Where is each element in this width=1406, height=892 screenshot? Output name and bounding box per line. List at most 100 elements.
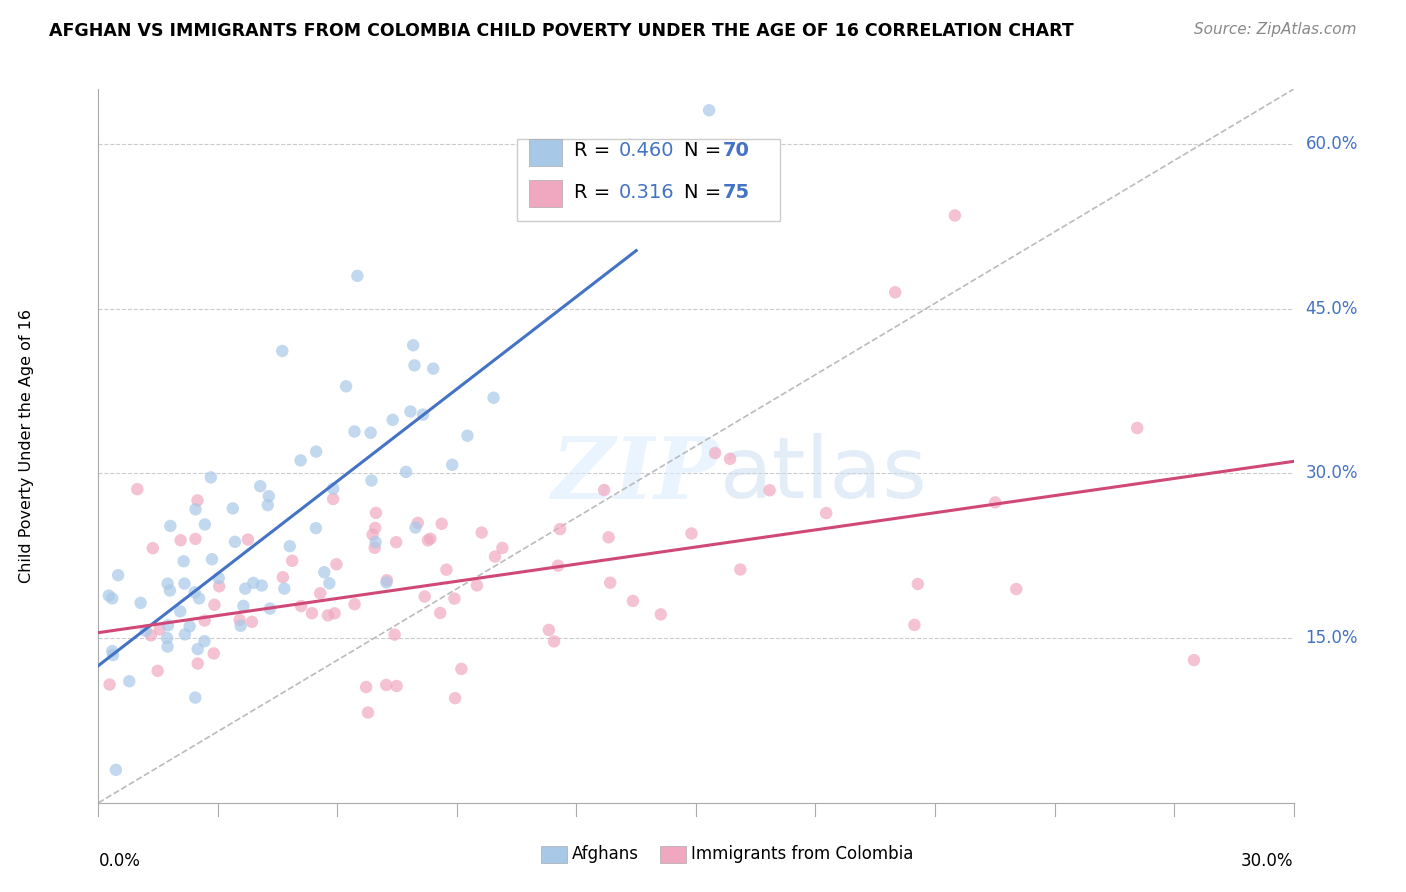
Point (413, 590, 436, 604)
Point (404, 359, 426, 373)
Point (98, 677, 121, 691)
Text: 0.0%: 0.0% (98, 852, 141, 871)
Point (364, 521, 387, 535)
Text: Immigrants from Colombia: Immigrants from Colombia (692, 846, 914, 863)
Point (156, 576, 179, 591)
Point (718, 451, 741, 466)
Text: N =: N = (685, 183, 727, 202)
Point (135, 624, 157, 638)
Point (412, 408, 434, 422)
Point (343, 597, 366, 611)
Point (233, 582, 256, 596)
Point (101, 591, 124, 606)
Point (416, 533, 439, 548)
Point (101, 648, 124, 662)
Point (173, 576, 195, 591)
Point (222, 501, 245, 516)
Text: Afghans: Afghans (572, 846, 638, 863)
Point (169, 604, 191, 618)
Point (537, 623, 560, 637)
Point (381, 413, 404, 427)
Point (200, 470, 222, 484)
Point (156, 618, 179, 632)
Text: R =: R = (574, 183, 623, 202)
Point (884, 285, 907, 300)
Point (360, 474, 382, 488)
Point (118, 674, 141, 689)
Point (346, 268, 368, 283)
Text: 15.0%: 15.0% (1306, 629, 1358, 647)
Point (360, 425, 382, 440)
Point (323, 607, 346, 621)
Point (169, 533, 191, 548)
Point (290, 453, 312, 467)
Point (375, 573, 398, 587)
Point (290, 599, 312, 613)
Point (271, 343, 294, 358)
Point (208, 571, 231, 585)
Point (429, 606, 451, 620)
Point (430, 516, 453, 531)
Point (240, 615, 263, 629)
Point (704, 446, 727, 460)
FancyBboxPatch shape (661, 846, 686, 863)
Point (101, 644, 124, 658)
Point (187, 657, 209, 671)
Text: atlas: atlas (720, 433, 928, 516)
Point (471, 525, 494, 540)
Point (179, 619, 201, 633)
Point (322, 491, 344, 506)
Text: Child Poverty Under the Age of 16: Child Poverty Under the Age of 16 (20, 309, 34, 583)
Point (257, 489, 280, 503)
Point (232, 599, 254, 613)
Text: N =: N = (685, 141, 727, 160)
Point (159, 519, 181, 533)
Text: 0.460: 0.460 (619, 141, 673, 160)
Point (815, 506, 838, 520)
Point (305, 444, 328, 458)
Point (943, 209, 966, 223)
Text: AFGHAN VS IMMIGRANTS FROM COLOMBIA CHILD POVERTY UNDER THE AGE OF 16 CORRELATION: AFGHAN VS IMMIGRANTS FROM COLOMBIA CHILD… (49, 22, 1074, 40)
Point (357, 706, 380, 720)
Point (236, 533, 259, 547)
Point (465, 578, 488, 592)
Point (375, 678, 398, 692)
Point (422, 361, 444, 376)
Point (325, 558, 347, 572)
Point (256, 498, 278, 512)
Point (907, 577, 929, 591)
Point (681, 526, 703, 541)
Text: 70: 70 (723, 141, 749, 160)
Point (314, 566, 336, 580)
Point (436, 563, 458, 577)
Point (156, 631, 179, 645)
Point (271, 570, 294, 584)
Point (730, 562, 752, 576)
Point (273, 582, 295, 596)
Point (173, 554, 195, 568)
Point (1126, 421, 1149, 435)
Text: 30.0%: 30.0% (1241, 852, 1294, 871)
Point (202, 647, 225, 661)
Point (903, 618, 925, 632)
Point (405, 520, 427, 534)
Point (547, 558, 569, 573)
Point (441, 458, 464, 472)
Point (159, 583, 181, 598)
FancyBboxPatch shape (541, 846, 567, 863)
Point (364, 535, 387, 549)
Point (450, 662, 472, 676)
Point (305, 521, 328, 535)
Point (318, 576, 340, 591)
Point (204, 598, 226, 612)
Point (598, 530, 620, 544)
Text: R =: R = (574, 141, 617, 160)
Point (984, 495, 1007, 509)
Text: 30.0%: 30.0% (1306, 465, 1358, 483)
Point (146, 664, 169, 678)
Point (194, 614, 217, 628)
Point (104, 763, 127, 777)
Point (184, 690, 207, 705)
Point (697, 103, 720, 118)
Point (228, 613, 250, 627)
